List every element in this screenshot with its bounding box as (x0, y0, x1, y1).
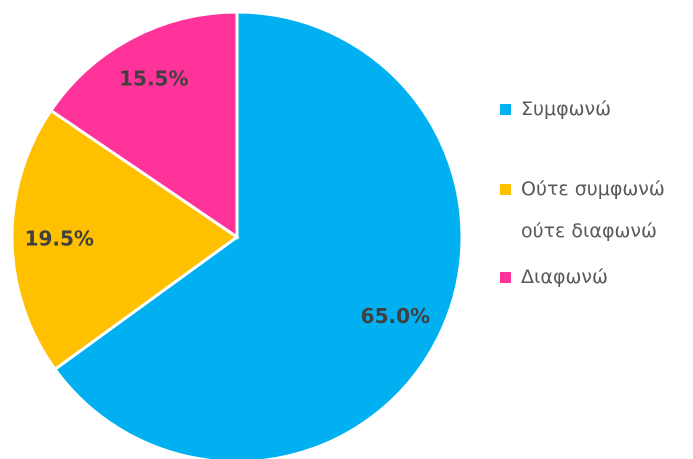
legend-label: Συμφωνώ (521, 98, 612, 120)
data-label: 15.5% (119, 66, 188, 90)
pie-slice (52, 10, 464, 459)
legend-swatch (500, 104, 511, 115)
data-label: 19.5% (25, 226, 94, 250)
legend-swatch (500, 272, 511, 283)
legend-label: Διαφωνώ (521, 266, 608, 288)
legend-item: Συμφωνώ (500, 88, 691, 130)
legend-item: Ούτε συμφωνώ ούτε διαφωνώ (500, 168, 691, 252)
data-label: 65.0% (361, 304, 430, 328)
legend-swatch (500, 184, 511, 195)
pie-slice (10, 108, 240, 372)
legend-label: Ούτε συμφωνώ ούτε διαφωνώ (521, 178, 665, 242)
pie-slice (48, 10, 239, 240)
legend-item: Διαφωνώ (500, 256, 691, 298)
